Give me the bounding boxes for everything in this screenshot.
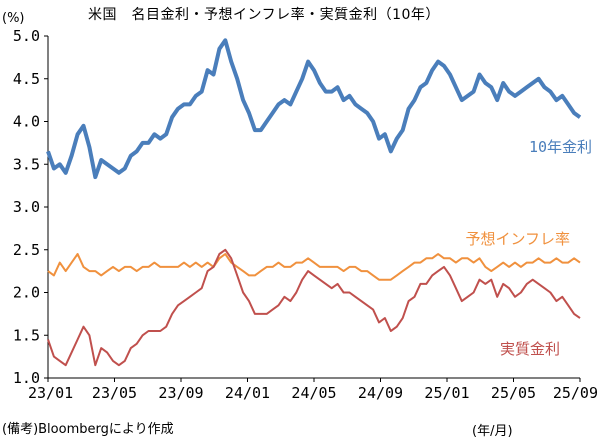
x-tick-label: 25/05 bbox=[491, 384, 536, 402]
x-tick-label: 23/05 bbox=[92, 384, 137, 402]
series-line-2 bbox=[47, 253, 581, 281]
x-axis-unit: (年/月) bbox=[472, 424, 513, 439]
x-tick-label: 24/09 bbox=[358, 384, 403, 402]
y-tick-label: 3.0 bbox=[13, 198, 40, 216]
series-label-2: 予想インフレ率 bbox=[465, 230, 570, 248]
y-tick-label: 1.5 bbox=[13, 326, 40, 344]
series-label-3: 実質金利 bbox=[500, 340, 560, 358]
series-line-1 bbox=[46, 38, 582, 180]
x-tick-label: 23/01 bbox=[28, 384, 73, 402]
x-tick-label: 25/01 bbox=[424, 384, 469, 402]
chart-title: 米国 名目金利・予想インフレ率・実質金利（10年） bbox=[88, 7, 440, 23]
y-tick-label: 5.0 bbox=[13, 27, 40, 45]
y-tick-label: 4.0 bbox=[13, 113, 40, 131]
y-tick-label: 4.5 bbox=[13, 70, 40, 88]
y-tick-label: 2.5 bbox=[13, 241, 40, 259]
x-tick-label: 25/09 bbox=[553, 384, 598, 402]
x-tick-label: 24/05 bbox=[291, 384, 336, 402]
y-tick-label: 3.5 bbox=[13, 155, 40, 173]
x-tick-label: 23/09 bbox=[158, 384, 203, 402]
source-note: (備考)Bloombergにより作成 bbox=[2, 422, 174, 437]
series-label-1: 10年金利 bbox=[529, 138, 592, 156]
x-tick-label: 24/01 bbox=[225, 384, 270, 402]
y-axis-unit: (%) bbox=[2, 11, 25, 26]
series-line-3 bbox=[47, 248, 581, 367]
y-tick-label: 2.0 bbox=[13, 284, 40, 302]
y-tick-label: 1.0 bbox=[13, 369, 40, 387]
